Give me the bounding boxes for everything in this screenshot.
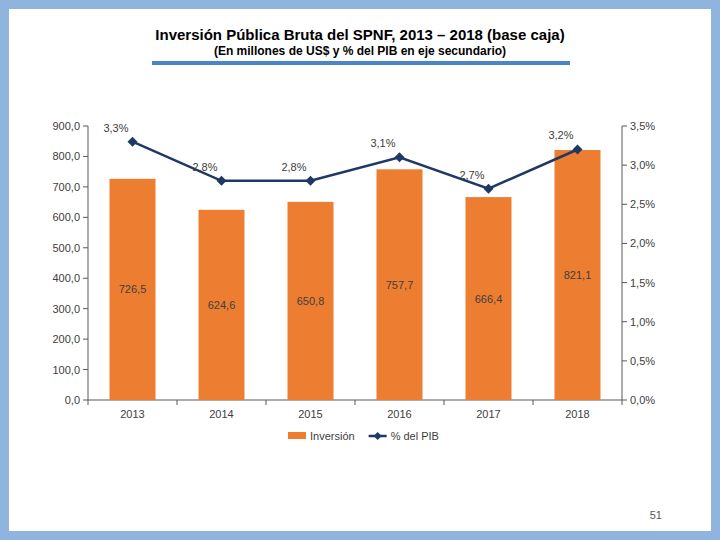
- line-label: 3,2%: [548, 129, 573, 141]
- x-tick: [622, 400, 623, 405]
- bar: [377, 169, 423, 400]
- legend-label: Inversión: [310, 430, 355, 442]
- bar: [288, 202, 334, 400]
- y-tick: [83, 400, 88, 401]
- page-number: 51: [650, 509, 662, 521]
- marker: [306, 176, 316, 186]
- y2-tick-label: 2,0%: [630, 237, 655, 249]
- line-label: 3,3%: [103, 122, 128, 134]
- y-tick: [83, 369, 88, 370]
- line-label: 2,8%: [192, 161, 217, 173]
- y-tick-label: 200,0: [52, 333, 80, 345]
- title: Inversión Pública Bruta del SPNF, 2013 –…: [155, 26, 564, 43]
- y-tick-label: 400,0: [52, 272, 80, 284]
- y-tick-label: 300,0: [52, 303, 80, 315]
- y2-tick-label: 1,5%: [630, 277, 655, 289]
- y-axis: [88, 126, 89, 400]
- y-tick-label: 100,0: [52, 364, 80, 376]
- marker: [484, 184, 494, 194]
- marker: [573, 144, 583, 154]
- y-tick: [83, 308, 88, 309]
- chart: Inversión Pública Bruta del SPNF, 2013 –…: [0, 0, 720, 540]
- y-tick: [83, 339, 88, 340]
- x-tick-label: 2014: [209, 408, 233, 420]
- marker: [395, 152, 405, 162]
- legend-marker: [374, 432, 382, 440]
- y2-tick: [622, 126, 627, 127]
- bar: [110, 179, 156, 400]
- y2-tick-label: 2,5%: [630, 198, 655, 210]
- legend: Inversión % del PIB: [288, 430, 439, 442]
- bar-label: 757,7: [386, 279, 414, 291]
- y-tick-label: 800,0: [52, 150, 80, 162]
- y2-tick-label: 0,0%: [630, 394, 655, 406]
- y-tick: [83, 247, 88, 248]
- y2-tick: [622, 204, 627, 205]
- x-tick-label: 2018: [565, 408, 589, 420]
- bar-label: 821,1: [564, 269, 592, 281]
- y2-tick: [622, 243, 627, 244]
- x-tick: [266, 400, 267, 405]
- title-rule: [152, 61, 570, 65]
- plot-area: [110, 137, 601, 400]
- line: [133, 142, 578, 189]
- bar-label: 624,6: [208, 299, 236, 311]
- y2-tick-label: 3,5%: [630, 120, 655, 132]
- line-label: 2,8%: [281, 161, 306, 173]
- y2-axis: [622, 126, 623, 400]
- bar: [555, 150, 601, 400]
- bar-label: 650,8: [297, 295, 325, 307]
- y2-tick: [622, 321, 627, 322]
- x-tick: [177, 400, 178, 405]
- frame: [0, 0, 720, 540]
- bar: [199, 210, 245, 400]
- line-label: 2,7%: [459, 169, 484, 181]
- slide: [9, 9, 711, 531]
- bar-label: 726,5: [119, 283, 147, 295]
- bar: [466, 197, 512, 400]
- y2-tick: [622, 400, 627, 401]
- y2-tick: [622, 165, 627, 166]
- x-tick: [355, 400, 356, 405]
- y2-tick-label: 1,0%: [630, 316, 655, 328]
- marker: [128, 137, 138, 147]
- data-labels: 726,5 624,6 650,8 757,7 666,4 821,1 3,3% 2,8% 2,…: [103, 122, 591, 311]
- y-tick: [83, 278, 88, 279]
- y2-tick: [622, 282, 627, 283]
- y2-tick: [622, 360, 627, 361]
- y-tick-label: 500,0: [52, 242, 80, 254]
- y-tick: [83, 186, 88, 187]
- y-tick: [83, 156, 88, 157]
- subtitle: (En millones de US$ y % del PIB en eje s…: [214, 44, 506, 58]
- x-tick-label: 2015: [298, 408, 322, 420]
- x-tick: [444, 400, 445, 405]
- y-tick: [83, 126, 88, 127]
- x-tick: [533, 400, 534, 405]
- legend-swatch: [288, 432, 306, 439]
- y2-tick-label: 0,5%: [630, 355, 655, 367]
- y2-tick-label: 3,0%: [630, 159, 655, 171]
- x-tick-label: 2017: [476, 408, 500, 420]
- x-tick: [88, 400, 89, 405]
- marker: [217, 176, 227, 186]
- x-tick-label: 2016: [387, 408, 411, 420]
- line-label: 3,1%: [370, 137, 395, 149]
- bar-label: 666,4: [475, 293, 503, 305]
- y-tick-label: 700,0: [52, 181, 80, 193]
- y-tick-label: 0,0: [65, 394, 80, 406]
- y-tick-label: 600,0: [52, 211, 80, 223]
- y-tick: [83, 217, 88, 218]
- y-tick-label: 900,0: [52, 120, 80, 132]
- legend-label: % del PIB: [391, 430, 439, 442]
- x-tick-label: 2013: [120, 408, 144, 420]
